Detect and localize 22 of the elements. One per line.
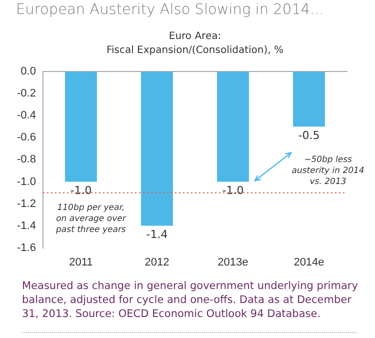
y-tick-label: -1.4 (16, 220, 36, 232)
y-tick-label: -1.0 (16, 176, 36, 188)
y-tick-label: -0.6 (16, 132, 36, 144)
text: Measured as change in general government underlying primary balance, adjusted for cycle and one-offs. Data as at December 31, 2013. Source: OECD Economic Outlook 94 Database. (22, 279, 359, 321)
chart-title: European Austerity Also Slowing in 2014... (16, 2, 324, 18)
y-tick-label: 0.0 (20, 66, 36, 78)
y-tick-label: -0.2 (16, 88, 36, 100)
y-tick-label: -1.2 (16, 198, 36, 210)
y-tick-label: -1.6 (16, 242, 36, 254)
data-label: -1.4 (146, 228, 168, 242)
chart-subtitle: Euro Area: Fiscal Expansion/(Consolidation), % (105, 30, 285, 58)
x-tick-label: 2011 (69, 256, 93, 268)
data-label: -1.0 (222, 184, 244, 198)
annotation: ~50bp less austerity in 2014 vs. 2013 (290, 154, 366, 188)
x-tick-label: 2012 (144, 256, 170, 268)
y-tick-label: -0.4 (16, 110, 36, 122)
x-tick-label: 2013e (218, 256, 248, 268)
x-tick-label: 2014e (294, 256, 324, 268)
data-label: -0.5 (298, 129, 320, 142)
y-tick-label: -0.8 (16, 154, 36, 166)
data-label: -1.0 (70, 184, 92, 198)
ref-line-label: 110bp per year, on average over past three years (55, 202, 128, 236)
